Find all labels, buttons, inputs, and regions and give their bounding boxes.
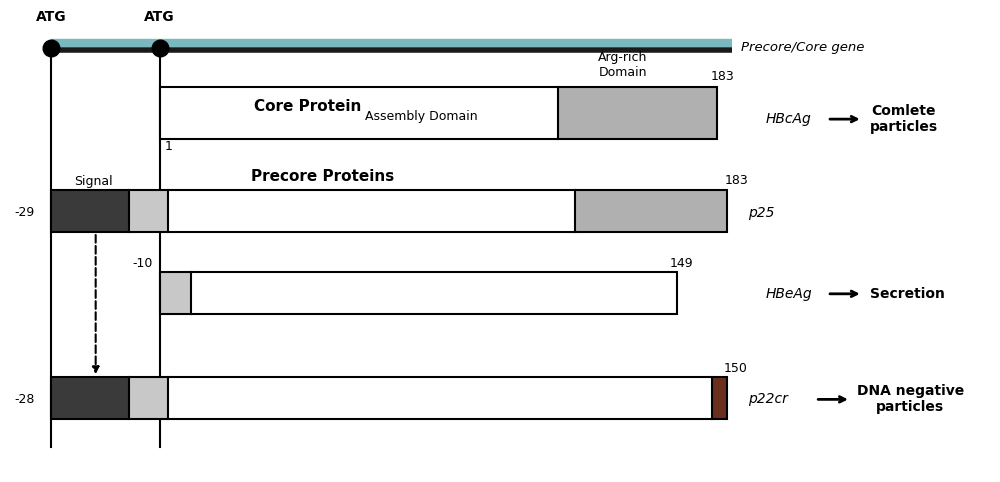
Bar [575,190,727,232]
Bar [160,87,717,139]
Text: Signal: Signal [74,175,113,188]
Bar [191,272,677,314]
Bar [51,190,129,232]
Text: HBeAg: HBeAg [766,287,813,301]
Text: Secretion: Secretion [870,287,944,301]
Bar [51,377,727,419]
Text: 183: 183 [725,174,748,187]
Bar [51,190,727,232]
Bar [558,87,717,139]
Text: Core Protein: Core Protein [254,98,361,114]
Text: Arg-rich
Domain: Arg-rich Domain [598,51,648,79]
Bar [129,190,168,232]
Text: ATG: ATG [36,10,67,24]
Text: p22cr: p22cr [748,392,788,406]
Text: p25: p25 [748,205,775,219]
Bar [160,87,717,139]
Bar [129,377,168,419]
Bar [160,272,191,314]
Text: ATG: ATG [144,10,175,24]
Bar [51,377,129,419]
Text: Assembly Domain: Assembly Domain [365,110,477,123]
Text: HBcAg: HBcAg [766,112,812,126]
Bar [168,190,575,232]
Bar [168,377,712,419]
Bar [160,272,677,314]
Text: -10: -10 [132,256,153,269]
Text: Precore Proteins: Precore Proteins [251,169,394,184]
Text: 149: 149 [669,256,693,269]
Text: DNA negative
particles: DNA negative particles [857,384,964,415]
Text: 1: 1 [165,140,173,153]
Text: -29: -29 [15,206,35,219]
Text: 183: 183 [711,70,735,83]
Text: Comlete
particles: Comlete particles [870,104,938,134]
Text: -28: -28 [15,393,35,406]
Bar [712,377,727,419]
Text: 150: 150 [724,362,748,375]
Text: Precore/Core gene: Precore/Core gene [741,41,865,54]
